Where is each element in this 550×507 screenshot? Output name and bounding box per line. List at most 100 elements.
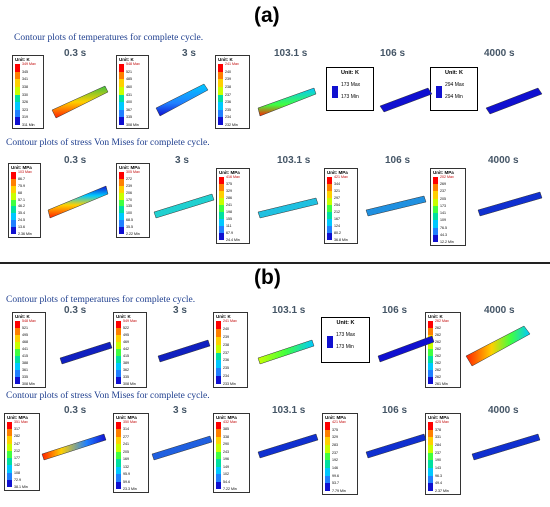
legend-swatch [119,192,124,200]
legend-swatch [119,227,124,234]
legend-value: 329 [226,189,232,193]
legend-value: 338 [22,84,28,89]
legend-swatch [433,191,438,199]
legend-value: 317 [14,427,20,432]
legend-value: 170 [126,197,132,202]
legend-swatch [327,336,333,348]
legend-unit: Unit: K [116,314,131,319]
legend-value: 46.2 [18,204,25,209]
legend-value: 7.79 Min [332,488,346,493]
legend-value: 335 [126,115,132,120]
legend-value: 35.5 [126,225,133,229]
legend-value: 2.36 Min [18,231,32,236]
legend-value: 425 Max [435,420,449,424]
legend-value: 261 Min [435,382,448,386]
panel-a-temp-time-4: 106 s [380,48,406,59]
legend-swatch [327,198,332,205]
legend-value: 13.6 [18,225,25,229]
legend-swatch [116,451,121,460]
legend-value: 12.2 Min [440,239,454,244]
legend-unit: Unit: MPa [11,165,32,170]
legend-value: 314 [123,427,129,432]
legend-value: 146 [332,465,338,470]
legend-color-bar [433,177,438,242]
legend-swatch [219,198,224,205]
legend-swatch [11,227,16,234]
legend-swatch [428,467,433,476]
legend-swatch [428,460,433,468]
legend-value: 326 [22,100,28,105]
legend-value: 329 [332,435,338,440]
legend-value: 262 [435,347,441,351]
legend-swatch [428,356,433,363]
legend-unit: Unit: K [15,57,30,62]
legend-value: 238 [223,342,229,347]
legend-value: 549 Max [123,319,137,323]
legend-value: 262 [435,375,441,379]
legend-value: 319 [22,115,28,120]
legend-swatch [119,102,124,110]
legend-swatch [119,199,124,207]
legend-swatch [325,475,330,484]
legend-swatch [327,212,332,219]
legend-value: 76.5 [440,225,447,230]
legend-value: 205 [123,449,129,454]
legend-swatch [327,205,332,212]
legend-unit: Unit: K [428,314,443,319]
legend-swatch [218,117,223,125]
legend-swatch [218,86,223,95]
legend-value: 38.1 Min [14,484,28,489]
panel-b-stress-legend-1: Unit: MPa 351 Max 317 282 247 212 177 142 108 72.… [4,413,40,491]
legend-value: 72.9 [14,477,21,482]
legend-value: 206 [126,190,132,195]
legend-value: 111 [226,224,232,228]
panel-b-temp-legend-3: Unit: K 241 Max 240 239 238 237 236 235 234 233 M… [213,312,248,388]
legend-swatch [116,321,121,328]
legend-value: 2.37 Min [435,488,449,493]
legend-value: 247 [14,441,20,446]
legend-swatch [433,213,438,221]
legend-swatch [428,349,433,356]
legend-value: 521 [22,326,28,330]
legend-swatch [15,370,20,377]
legend-swatch [11,172,16,179]
legend-swatch [219,191,224,198]
legend-value: 375 [332,427,338,432]
legend-swatch [216,368,221,377]
legend-values: 202 Max 269 237 205 173 141 109 76.5 44.3 12.2 Mi… [440,175,454,248]
legend-value: 49.4 [435,481,442,486]
legend-values: 432 Max 385 338 290 243 196 149 102 54.4 7.22 Min [223,420,237,495]
legend-value: 297 [334,196,340,200]
legend-swatch [116,429,121,437]
legend-value: 400 [126,100,132,105]
legend-value: 254 [334,203,340,207]
legend-value: 190 [435,458,441,463]
legend-swatch [11,192,16,200]
legend-swatch [433,227,438,235]
panel-b-temp-time-3: 103.1 s [272,305,306,316]
panel-b-label: (b) [254,266,281,289]
legend-swatch [216,474,221,482]
legend-unit: Unit: K [444,70,464,76]
legend-value: 262 [435,333,441,337]
legend-swatch [15,94,20,103]
legend-swatch [325,422,330,430]
legend-swatch [116,363,121,370]
legend-swatch [119,213,124,221]
legend-value: 367 [126,107,132,112]
legend-swatch [119,79,124,87]
legend-swatch [15,335,20,342]
legend-swatch [216,444,221,452]
legend-value: 239 [126,183,132,188]
legend-value: 35.4 [18,211,25,216]
panel-a-temp-shape-3 [257,87,317,117]
panel-a-temp-legend-5: Unit: K 294 Max 294 Min [430,67,478,111]
legend-swatch [116,342,121,349]
legend-value: 269 [440,182,446,187]
legend-value: 169 [123,457,129,462]
legend-swatch [119,117,124,125]
legend-swatch [433,177,438,185]
legend-swatch [15,71,20,80]
legend-value: 415 [123,354,129,358]
legend-unit: Unit: MPa [433,170,454,175]
